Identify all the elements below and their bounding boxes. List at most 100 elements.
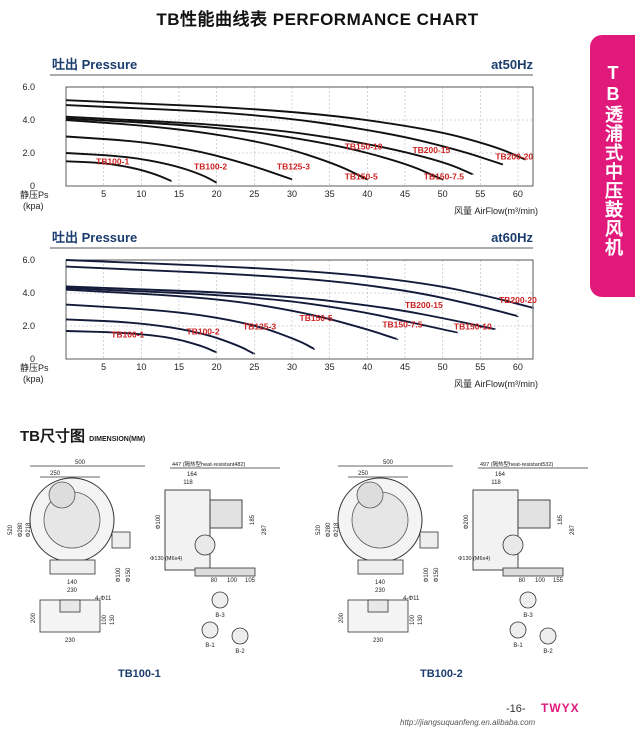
side-casing [472, 489, 519, 571]
dim-side-total: 447 (隔热型heat-resistant482) [172, 460, 246, 468]
dim-base-c: 155 [553, 578, 564, 584]
curve-label: TB100-2 [187, 326, 220, 336]
chart-60hz: 吐出 Pressure at60Hz 0 2.0 4.0 6.0 5 10 15 20 25 30 35… [20, 230, 538, 389]
curve-label: TB200-20 [495, 152, 533, 162]
curve-label: TB125-3 [277, 162, 310, 172]
orientation-view [539, 627, 557, 645]
dim-outlet-flange: Φ100 [424, 567, 430, 582]
x-tick-label: 30 [287, 362, 297, 372]
curve-label: TB150-7.5 [382, 320, 422, 330]
curve-label: TB100-2 [194, 162, 227, 172]
chart-title: 吐出 Pressure [52, 230, 137, 245]
series-line [65, 330, 217, 354]
curve-label: TB150-7.5 [424, 171, 464, 181]
orientation-view [231, 627, 249, 645]
series-line [65, 265, 519, 318]
series-line [65, 119, 369, 181]
y-tick-label: 2.0 [22, 321, 35, 331]
inlet-circle [48, 481, 76, 509]
base-block [357, 559, 404, 575]
dim-base-a: 80 [519, 578, 526, 584]
x-tick-label: 35 [325, 189, 335, 199]
outlet-neck [419, 531, 439, 549]
curve-label: TB200-15 [412, 145, 450, 155]
dim-foot: 140 [375, 580, 386, 586]
plate-slot [59, 599, 81, 613]
chart-title: 吐出 Pressure [52, 57, 137, 72]
y-tick-label: 6.0 [22, 82, 35, 92]
dim-plate-b: 100 [102, 614, 108, 625]
dim-width: 500 [75, 460, 86, 466]
dim-side-c: 185 [250, 514, 256, 525]
x-axis-label: 风量 AirFlow(m³/min) [454, 206, 538, 216]
x-tick-label: 35 [325, 362, 335, 372]
y-axis-unit: (kpa) [23, 374, 44, 384]
y-axis-label: 静压Ps [20, 189, 49, 200]
x-tick-label: 45 [400, 189, 410, 199]
x-tick-label: 60 [513, 189, 523, 199]
model-label-2: TB100-2 [420, 668, 463, 680]
dim-foot: 140 [67, 580, 78, 586]
orientation-label: B-1 [205, 643, 215, 649]
series-line [65, 303, 316, 351]
dim-outlet-flange: Φ100 [116, 567, 122, 582]
x-axis-label: 风量 AirFlow(m³/min) [454, 379, 538, 389]
dim-side-b: 118 [183, 480, 193, 486]
dimension-title-en: DIMENSION(MM) [89, 436, 146, 443]
side-flange [194, 534, 216, 556]
side-tab: TB透浦式中压鼓风机 [590, 35, 635, 297]
dim-base: Φ130 (M6x4) [458, 556, 490, 562]
x-tick-label: 20 [212, 189, 222, 199]
dimension-title: TB尺寸图 DIMENSION(MM) [20, 425, 145, 446]
page-number: -16- [506, 703, 526, 715]
x-tick-label: 55 [475, 189, 485, 199]
x-tick-label: 40 [362, 189, 372, 199]
series-line [65, 99, 526, 161]
dim-casing-width: 250 [50, 471, 61, 477]
orientation-label: B-2 [543, 649, 553, 655]
x-tick-label: 50 [438, 189, 448, 199]
dim-base-a: 80 [211, 578, 218, 584]
dim-outlet: Φ280 [326, 522, 332, 537]
plot-frame [65, 259, 534, 360]
dim-side-total: 497 (隔热型heat-resistant532) [480, 460, 554, 468]
curve-label: TB150-10 [345, 142, 383, 152]
series-line [65, 115, 474, 176]
frequency-label: at50Hz [491, 57, 533, 72]
y-axis-label: 静压Ps [20, 362, 49, 373]
series-line [65, 287, 459, 334]
dimension-drawing-2: 500 250 520 Φ280 Φ218 140 230 Φ100 Φ150 497 (隔热型h… [316, 460, 588, 655]
x-tick-label: 55 [475, 362, 485, 372]
x-tick-label: 30 [287, 189, 297, 199]
series-line [65, 135, 293, 181]
x-tick-label: 15 [174, 362, 184, 372]
curve-label: TB125-3 [243, 321, 276, 331]
dim-plate-b: 100 [410, 614, 416, 625]
curve-label: TB150-10 [454, 321, 492, 331]
plate-slot [367, 599, 389, 613]
dim-side-c: 185 [558, 514, 564, 525]
side-tab-label: TB透浦式中压鼓风机 [603, 63, 623, 257]
motor-body [209, 499, 243, 529]
y-tick-label: 4.0 [22, 288, 35, 298]
dim-flange: Φ100 [156, 514, 162, 529]
x-tick-label: 5 [101, 189, 106, 199]
model-label-1: TB100-1 [118, 668, 161, 680]
dim-side-height: 287 [262, 524, 268, 535]
orientation-view [201, 621, 219, 639]
base-block [49, 559, 96, 575]
dimension-drawing-1: 500 250 520 Φ280 Φ218 140 230 Φ100 Φ150 447 (隔热型h… [8, 460, 280, 655]
side-flange [502, 534, 524, 556]
dim-base-b: 100 [535, 578, 546, 584]
dim-width: 500 [383, 460, 394, 466]
x-tick-label: 50 [438, 362, 448, 372]
dim-plate-a: 200 [339, 612, 345, 623]
frequency-label: at60Hz [491, 230, 533, 245]
motor-body [517, 499, 551, 529]
x-tick-label: 20 [212, 362, 222, 372]
series-line [65, 117, 444, 181]
curve-label: TB100-1 [96, 157, 129, 167]
curve-label: TB200-15 [405, 300, 443, 310]
dim-flange: Φ200 [464, 514, 470, 529]
brand-name: TWYX [541, 701, 580, 715]
